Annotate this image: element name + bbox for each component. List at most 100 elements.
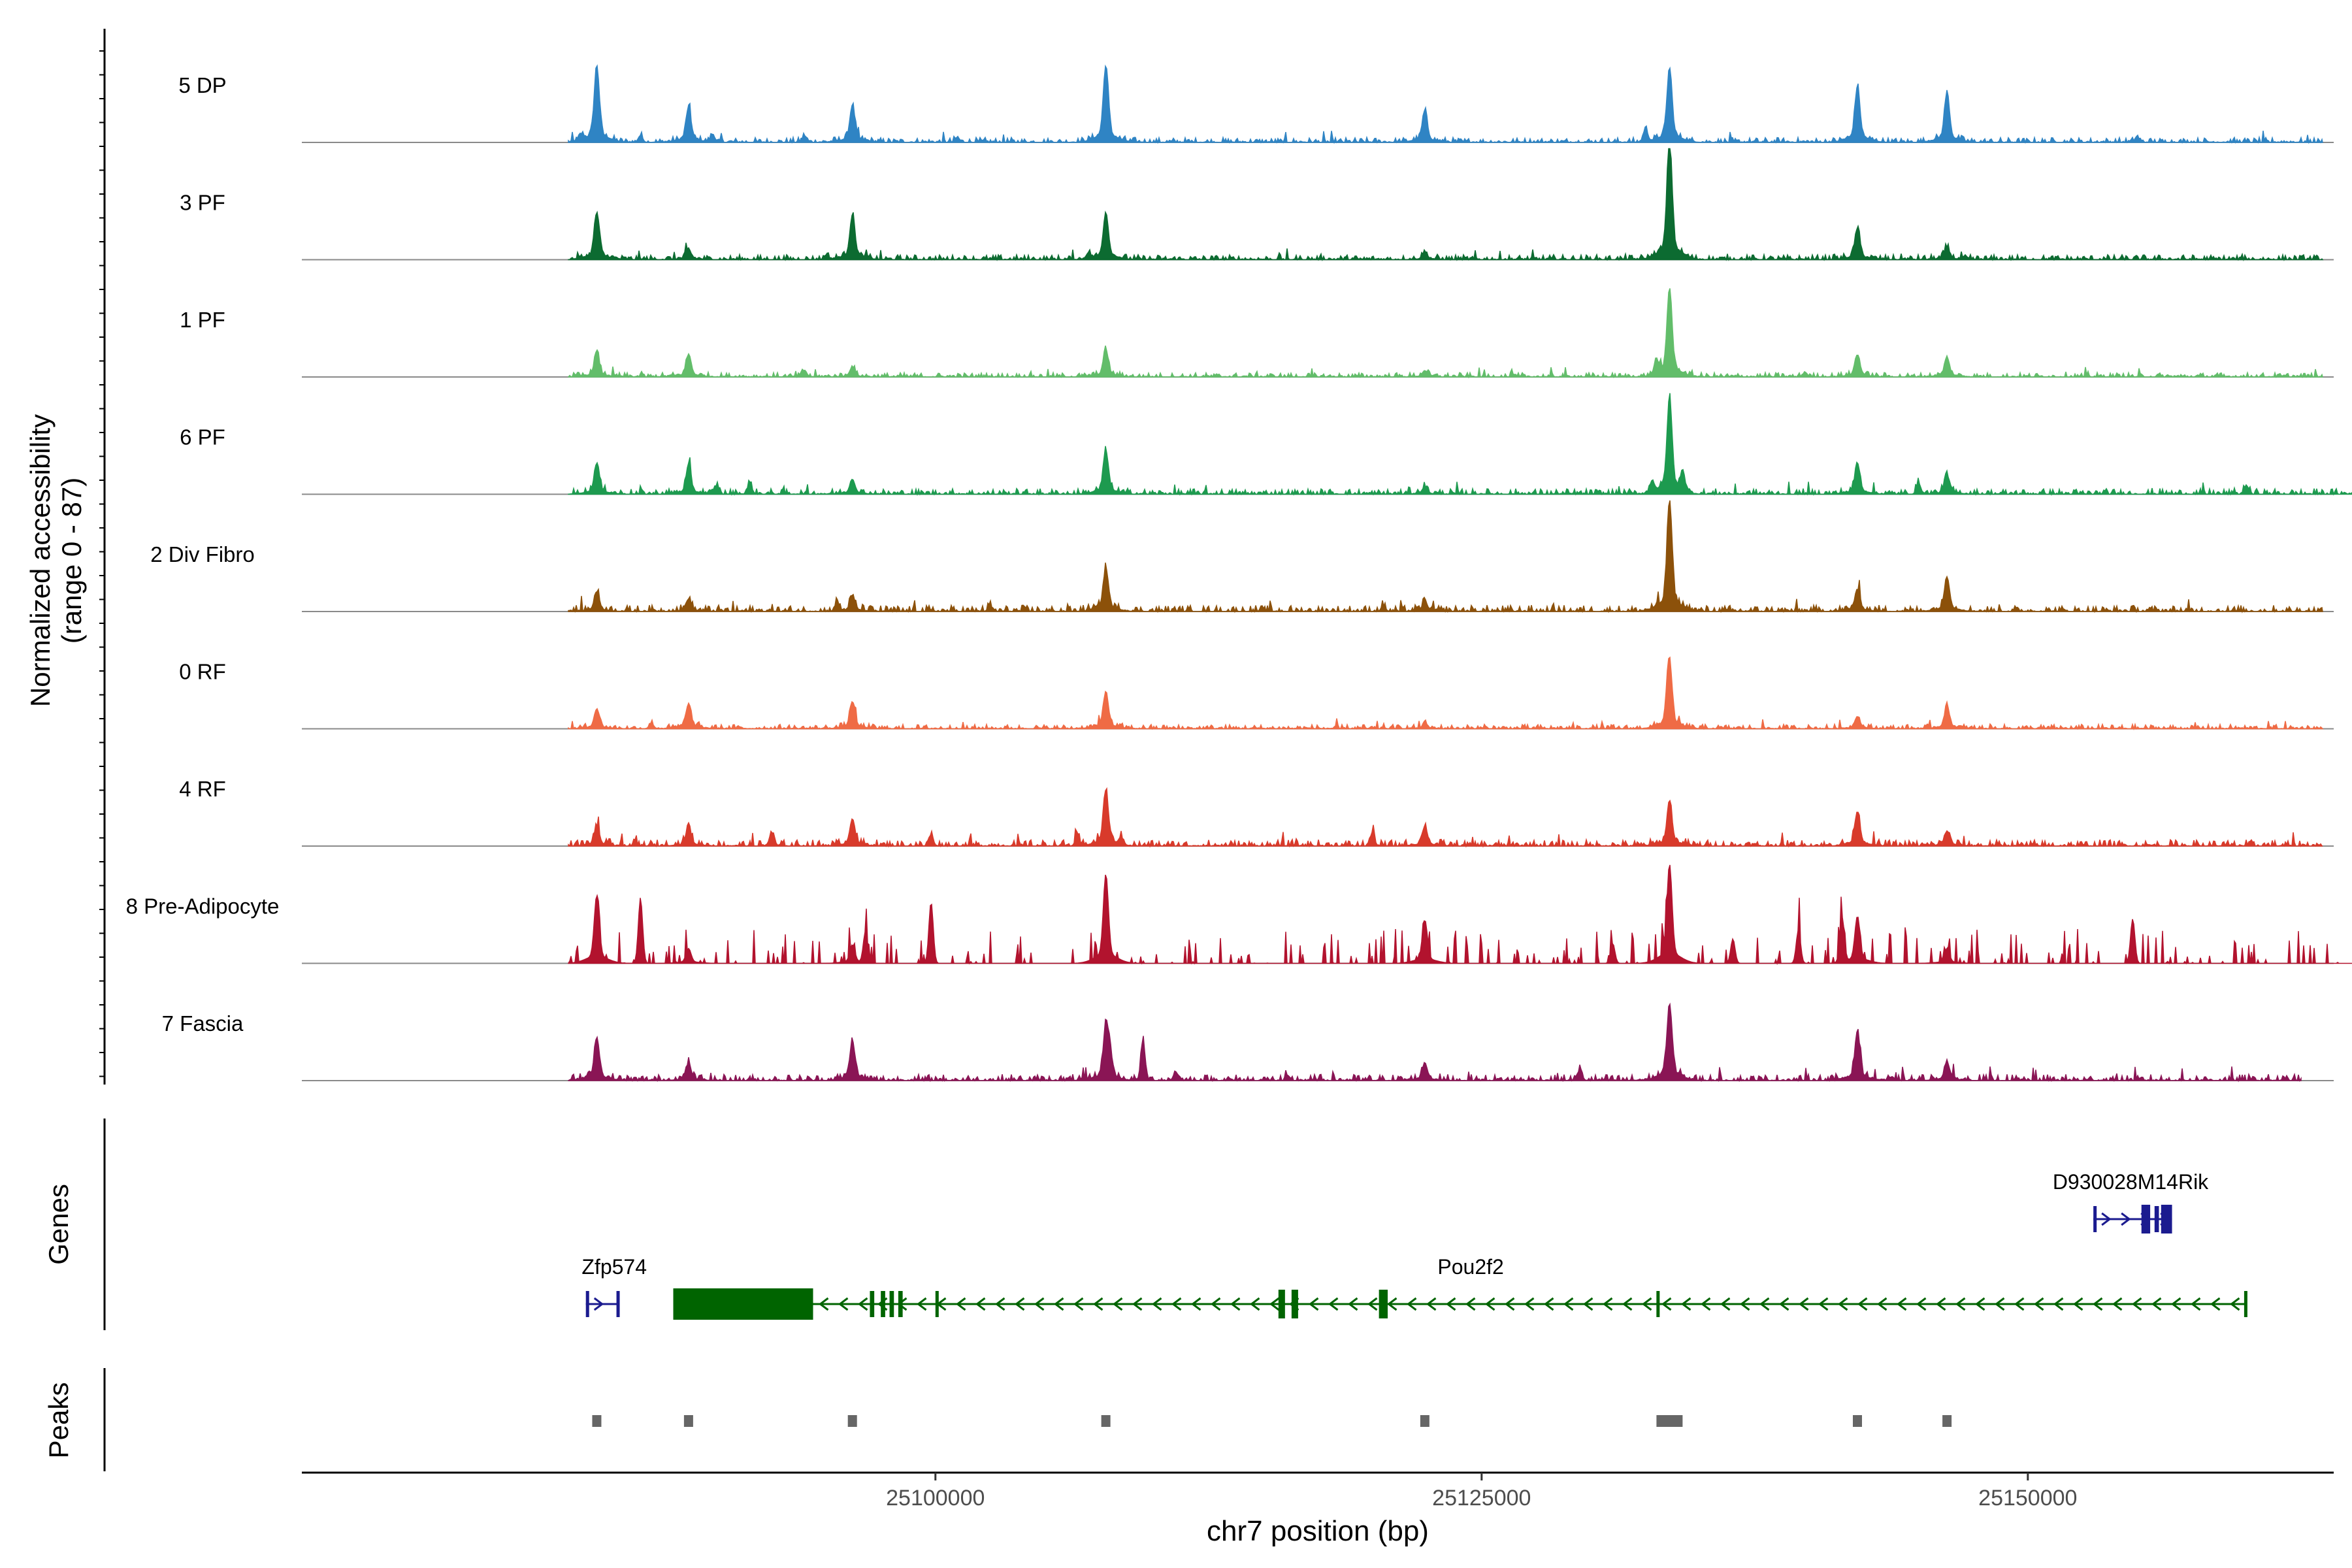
gene-strand-arrow — [1759, 1297, 1770, 1311]
gene-strand-arrow — [1190, 1297, 1201, 1311]
peak-marker — [1420, 1415, 1429, 1427]
gene-strand-arrow — [1543, 1297, 1554, 1311]
coverage-area — [568, 656, 2324, 731]
gene-strand-arrow — [2151, 1297, 2162, 1311]
coverage-area — [568, 288, 2323, 379]
coverage-track: 6 PF — [180, 393, 2352, 497]
gene-strand-arrow — [2092, 1297, 2103, 1311]
gene-strand-arrow — [1112, 1297, 1123, 1311]
gene-strand-arrow — [1720, 1297, 1731, 1311]
coverage-tracks: 5 DP 3 PF 1 PF 6 PF 2 Div Fibro 0 RF 4 RF 8 Pre… — [126, 64, 2352, 1083]
gene-strand-arrow — [838, 1297, 849, 1311]
gene-strand-arrow — [1171, 1297, 1182, 1311]
gene-exon — [935, 1291, 939, 1317]
gene-annotations: Zfp574 Pou2f2 D930028M14Rik — [581, 1170, 2247, 1320]
x-axis-ticks: 25100000 25125000 25150000 — [886, 1473, 2077, 1511]
gene-strand-arrow — [1034, 1297, 1045, 1311]
gene-strand-arrow — [916, 1297, 927, 1311]
gene-exon — [585, 1291, 589, 1317]
gene-exon — [2141, 1205, 2151, 1233]
genes-panel-label: Genes — [43, 1184, 74, 1265]
gene-strand-arrow — [2053, 1297, 2064, 1311]
gene-strand-arrow — [1680, 1297, 1691, 1311]
gene-strand-arrow — [1837, 1297, 1848, 1311]
coverage-track: 7 Fascia — [162, 1002, 2334, 1083]
gene-strand-arrow — [1406, 1297, 1417, 1311]
gene-strand-arrow — [857, 1297, 868, 1311]
gene-exon — [1656, 1291, 1660, 1317]
gene-strand-arrow — [1465, 1297, 1476, 1311]
gene-exon — [870, 1291, 875, 1317]
gene-exon — [1291, 1290, 1298, 1318]
gene-strand-arrow — [2101, 1212, 2112, 1226]
gene-strand-arrow — [1347, 1297, 1358, 1311]
gene-strand-arrow — [1896, 1297, 1907, 1311]
gene-strand-arrow — [2014, 1297, 2025, 1311]
gene-model: Pou2f2 — [673, 1255, 2247, 1320]
track-label: 0 RF — [179, 660, 226, 684]
gene-exon — [881, 1291, 885, 1317]
gene-strand-arrow — [2072, 1297, 2083, 1311]
coverage-track: 5 DP — [178, 64, 2334, 144]
coverage-track: 1 PF — [180, 288, 2334, 379]
track-label: 5 DP — [178, 73, 226, 97]
gene-strand-arrow — [2033, 1297, 2044, 1311]
coverage-area — [568, 148, 2324, 262]
gene-exon — [889, 1291, 894, 1317]
gene-strand-arrow — [1230, 1297, 1241, 1311]
gene-label: Zfp574 — [581, 1255, 647, 1279]
gene-strand-arrow — [1328, 1297, 1339, 1311]
gene-strand-arrow — [1269, 1297, 1280, 1311]
x-tick-label: 25100000 — [886, 1486, 985, 1511]
gene-strand-arrow — [1641, 1297, 1652, 1311]
gene-strand-arrow — [1876, 1297, 1887, 1311]
gene-strand-arrow — [2210, 1297, 2221, 1311]
gene-label: Pou2f2 — [1437, 1255, 1503, 1279]
gene-strand-arrow — [1014, 1297, 1025, 1311]
gene-exon — [898, 1291, 903, 1317]
gene-strand-arrow — [1778, 1297, 1789, 1311]
gene-label: D930028M14Rik — [2053, 1170, 2209, 1194]
gene-exon — [673, 1288, 813, 1320]
x-tick-label: 25150000 — [1978, 1486, 2077, 1511]
gene-exon — [2244, 1291, 2247, 1317]
gene-exon — [2154, 1206, 2159, 1232]
gene-exon — [616, 1291, 620, 1317]
track-label: 6 PF — [180, 425, 225, 449]
gene-strand-arrow — [1955, 1297, 1966, 1311]
gene-strand-arrow — [1484, 1297, 1495, 1311]
gene-strand-arrow — [1367, 1297, 1378, 1311]
gene-strand-arrow — [1857, 1297, 1868, 1311]
coverage-track: 8 Pre-Adipocyte — [126, 864, 2352, 966]
coverage-track: 0 RF — [179, 656, 2334, 731]
track-label: 7 Fascia — [162, 1011, 244, 1036]
gene-strand-arrow — [1445, 1297, 1456, 1311]
peak-marker — [592, 1415, 602, 1427]
gene-strand-arrow — [818, 1297, 829, 1311]
gene-exon — [2161, 1205, 2172, 1233]
gene-exon — [2093, 1206, 2097, 1232]
gene-strand-arrow — [1661, 1297, 1672, 1311]
gene-strand-arrow — [1426, 1297, 1437, 1311]
gene-strand-arrow — [1582, 1297, 1593, 1311]
gene-strand-arrow — [2121, 1212, 2131, 1226]
peaks-panel-label: Peaks — [43, 1382, 74, 1459]
gene-strand-arrow — [1798, 1297, 1809, 1311]
gene-strand-arrow — [1504, 1297, 1515, 1311]
gene-strand-arrow — [1563, 1297, 1574, 1311]
peak-marker — [683, 1415, 693, 1427]
coverage-area — [568, 500, 2323, 613]
coverage-y-axis-ticks — [99, 50, 105, 1077]
x-axis-label: chr7 position (bp) — [1207, 1515, 1429, 1547]
track-label: 1 PF — [180, 308, 225, 332]
gene-strand-arrow — [1524, 1297, 1535, 1311]
gene-strand-arrow — [1073, 1297, 1084, 1311]
gene-strand-arrow — [2131, 1297, 2142, 1311]
x-tick-label: 25125000 — [1432, 1486, 1531, 1511]
y-axis-label: Normalized accessibility (range 0 - 87) — [25, 414, 87, 707]
gene-strand-arrow — [1092, 1297, 1103, 1311]
gene-strand-arrow — [2112, 1297, 2123, 1311]
gene-strand-arrow — [2190, 1297, 2201, 1311]
